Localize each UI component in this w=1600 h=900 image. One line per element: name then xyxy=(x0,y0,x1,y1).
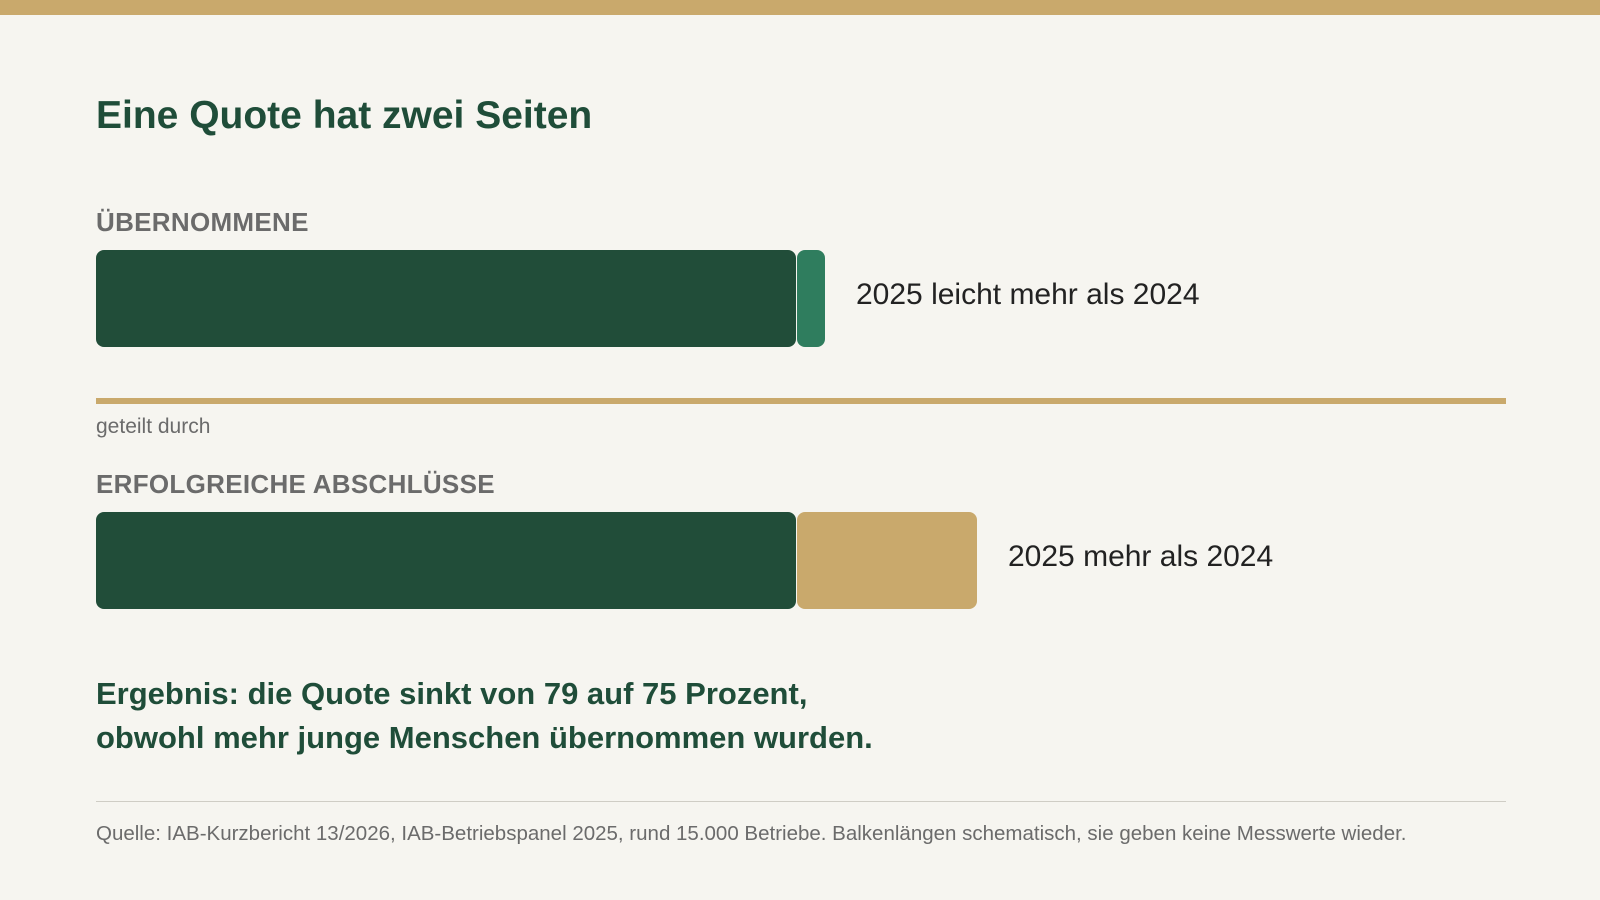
denominator-bar-row: 2025 mehr als 2024 xyxy=(96,512,1506,609)
top-accent-band xyxy=(0,0,1600,15)
numerator-bar-row: 2025 leicht mehr als 2024 xyxy=(96,250,1506,347)
fraction-divider xyxy=(96,398,1506,404)
numerator-bar-increase-segment xyxy=(797,250,825,347)
result-line-2: obwohl mehr junge Menschen übernommen wu… xyxy=(96,720,873,755)
denominator-note: 2025 mehr als 2024 xyxy=(1008,540,1274,573)
source-note: Quelle: IAB-Kurzbericht 13/2026, IAB-Bet… xyxy=(96,822,1407,845)
footer-rule xyxy=(96,801,1506,802)
denominator-bar-2024-segment xyxy=(96,512,796,609)
divider-label: geteilt durch xyxy=(96,415,211,438)
numerator-bar-2024-segment xyxy=(96,250,796,347)
numerator-note: 2025 leicht mehr als 2024 xyxy=(856,278,1200,311)
result-statement: Ergebnis: die Quote sinkt von 79 auf 75 … xyxy=(96,672,873,760)
page-title: Eine Quote hat zwei Seiten xyxy=(96,94,593,137)
denominator-label: ERFOLGREICHE ABSCHLÜSSE xyxy=(96,469,495,499)
denominator-bar-increase-segment xyxy=(797,512,977,609)
numerator-label: ÜBERNOMMENE xyxy=(96,207,309,237)
result-line-1: Ergebnis: die Quote sinkt von 79 auf 75 … xyxy=(96,676,808,711)
